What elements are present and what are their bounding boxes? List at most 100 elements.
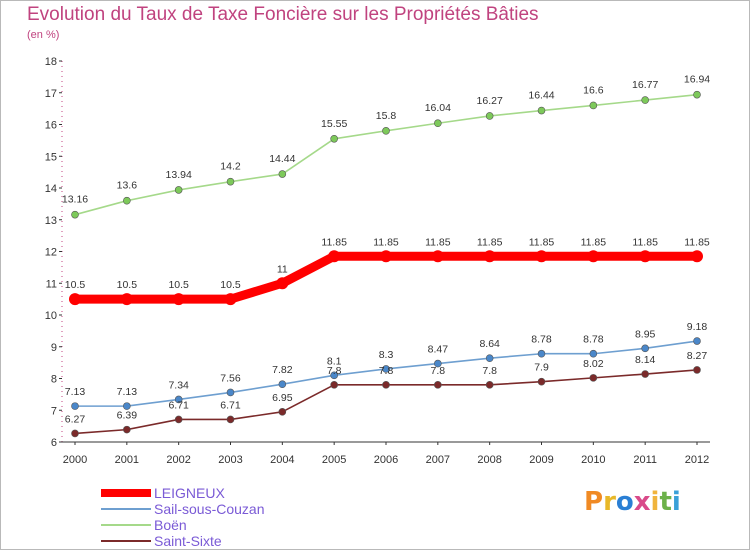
data-point [693,366,701,374]
data-label: 16.44 [528,90,554,102]
data-label: 11 [277,263,288,275]
data-point [693,337,701,345]
data-point [123,402,131,410]
logo-letter: r [603,487,616,517]
data-point [641,96,649,104]
data-label: 7.9 [534,362,549,374]
data-label: 6.27 [65,413,86,425]
data-label: 8.3 [379,349,394,361]
data-label: 6.95 [272,392,293,404]
x-tick-label: 2003 [218,454,242,466]
data-point [537,349,546,358]
y-tick-label: 18 [45,56,57,68]
y-tick-label: 6 [51,437,57,449]
data-point [382,381,390,389]
legend-swatch [101,524,151,526]
data-point [172,293,185,306]
data-point [434,119,442,128]
data-point [226,415,235,424]
data-label: 10.5 [65,279,86,291]
data-label: 7.8 [482,365,497,377]
data-label: 7.34 [168,379,189,391]
proxiti-logo: Proxiti [584,487,681,517]
data-point [69,293,81,306]
data-point [483,250,496,263]
data-label: 13.16 [62,194,88,206]
data-label: 15.8 [376,110,397,122]
data-point [382,127,390,135]
x-tick-label: 2011 [633,454,657,466]
data-point [485,381,494,389]
y-tick-label: 12 [45,247,57,259]
data-label: 10.5 [168,279,189,291]
data-point [537,106,546,115]
data-label: 11.85 [529,236,555,248]
data-point [276,277,289,290]
data-label: 8.14 [635,354,656,366]
data-point [330,134,338,143]
x-tick-label: 2008 [477,454,501,466]
data-point [174,395,183,404]
data-label: 11.85 [477,236,503,248]
data-label: 11.85 [632,236,658,248]
logo-letter: o [615,487,634,517]
data-point [537,377,546,386]
data-point [641,370,649,378]
data-label: 16.6 [583,84,604,96]
data-point [328,250,341,263]
series-layer: 13.16 13.6 13.94 14.2 14.44 15.55 15.8 16.04 16.… [62,74,710,438]
data-point [639,250,652,263]
series-saint-sixte: 6.27 6.39 6.71 6.71 6.95 7.8 7.8 7.8 7.8 7.9 8.02 8… [65,350,708,438]
data-point [587,250,600,263]
data-label: 8.47 [428,344,449,356]
y-tick-label: 7 [51,405,57,417]
data-point [71,210,79,219]
data-point [174,186,183,194]
data-point [330,381,338,389]
data-point [123,196,131,205]
y-tick-label: 17 [45,88,57,100]
legend-swatch [101,540,151,542]
data-label: 8.64 [479,338,500,350]
data-point [382,365,390,373]
data-label: 11.85 [581,236,607,248]
data-point [589,349,598,358]
data-label: 7.82 [272,364,293,376]
data-label: 7.8 [431,365,446,377]
series-leigneux: 10.5 10.5 10.5 10.5 11 11.85 11.85 11.85 11.85 11… [65,236,710,306]
data-label: 11.85 [321,236,347,248]
y-tick-label: 16 [45,120,57,132]
data-label: 10.5 [117,279,138,291]
legend-label: Saint-Sixte [154,533,222,549]
chart-title: Evolution du Taux de Taxe Foncière sur l… [27,4,539,25]
data-point [174,415,183,424]
data-point [589,374,598,382]
y-tick-label: 10 [45,310,57,322]
x-tick-label: 2000 [63,454,87,466]
data-label: 8.27 [687,350,708,362]
data-label: 7.56 [220,372,241,384]
logo-letter: t [659,487,672,517]
data-point [431,250,444,263]
data-label: 8.95 [635,328,656,340]
data-point [71,402,79,410]
legend-swatch [101,489,151,497]
chart-unit-label: (en %) [27,29,60,41]
data-label: 7.8 [327,365,342,377]
data-label: 11.85 [684,236,710,248]
data-label: 16.94 [684,74,710,86]
x-tick-label: 2006 [374,454,398,466]
x-tick-label: 2012 [685,454,709,466]
data-point [120,293,133,306]
data-point [71,429,79,438]
data-label: 6.39 [117,410,138,422]
y-tick-label: 13 [45,215,57,227]
data-point [691,250,703,263]
logo-letter: i [671,487,681,517]
x-tick-label: 2001 [115,454,139,466]
logo-letter: i [650,487,660,517]
x-tick-label: 2009 [529,454,553,466]
data-label: 6.71 [168,399,189,411]
